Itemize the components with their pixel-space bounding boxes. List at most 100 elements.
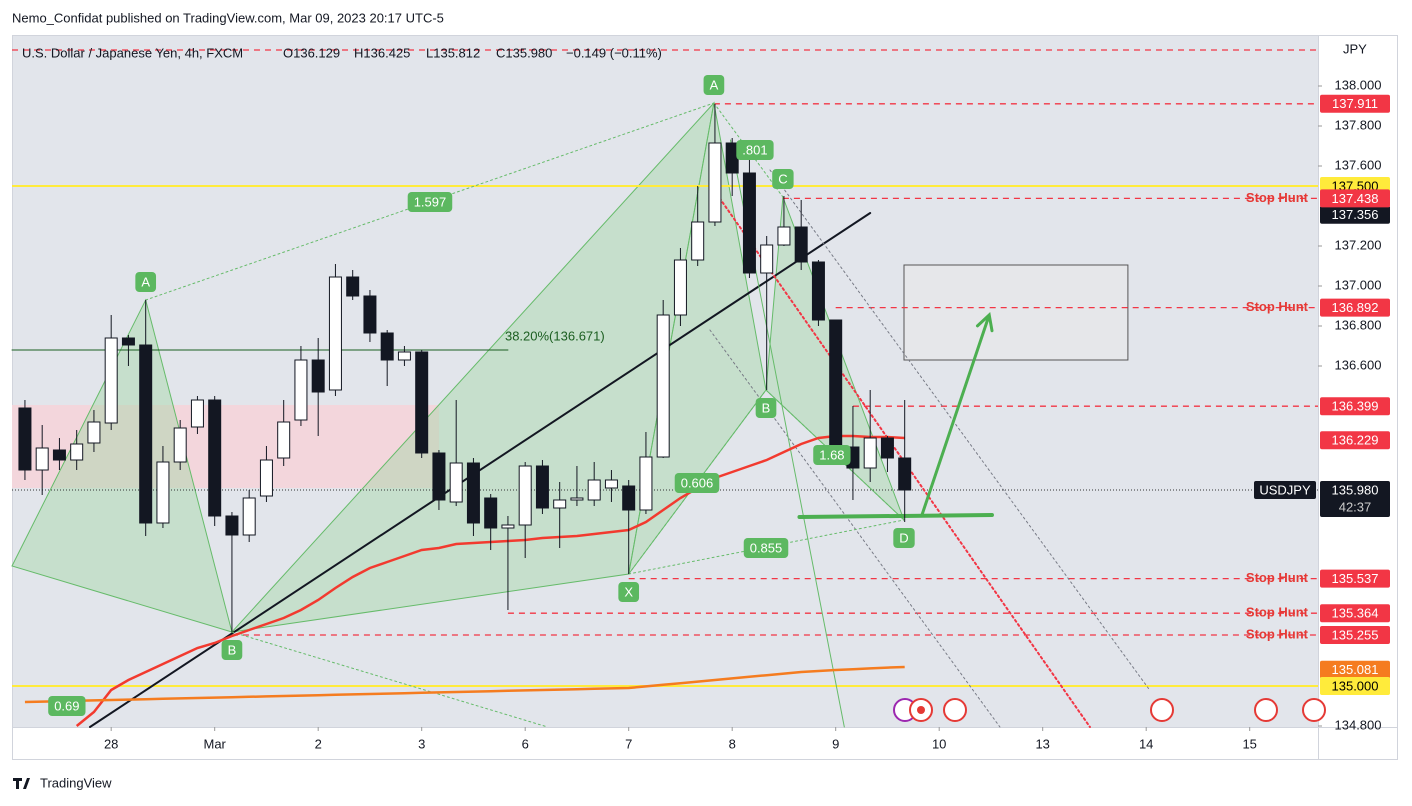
candle-body [656,314,670,458]
annotation-label: B [755,398,777,418]
fib-label: 38.20%(136.671) [505,328,605,343]
event-icon[interactable] [1254,698,1278,722]
candle-body [139,344,153,524]
symbol-tag [1254,481,1316,499]
annotation-label: 0.69 [48,696,86,716]
price-tag-label: 136.892 [1332,300,1379,315]
stop-hunt-label: Stop Hunt [1246,626,1309,641]
moving-average [24,665,905,704]
pattern-fill [11,298,233,633]
candle-body [484,497,498,529]
label-box [772,169,794,189]
trendline [709,329,1001,728]
candle-body [811,261,825,321]
candle-body [104,337,118,424]
candle-body [449,462,463,503]
label-text: X [624,584,633,599]
label-text: B [228,642,237,657]
arrow [920,312,994,517]
stop-hunt-label: Stop Hunt [1246,605,1309,620]
candle-body [277,421,291,459]
price-tag [1320,189,1390,208]
x-tick-label: 7 [625,736,632,751]
event-icon-dot [917,706,925,714]
candle-body [604,479,618,489]
label-box [703,75,725,95]
trendline [231,631,549,728]
x-tick-label: 28 [104,736,118,751]
price-tag-label: 135.364 [1332,606,1379,621]
candle-body [52,449,66,461]
x-tick-label: 3 [418,736,425,751]
candle-body [35,447,49,471]
price-tag-label: 135.081 [1332,662,1379,677]
candle-body [708,142,722,223]
candle-body [415,351,429,454]
label-box [893,528,915,548]
price-tag [1320,431,1390,450]
symbol-tag-label: USDJPY [1259,482,1311,497]
y-tick-label: 137.800 [1335,117,1382,132]
candle-body [294,359,308,421]
currency: JPY [1343,41,1367,56]
logo [13,778,30,789]
price-tag [1320,677,1390,695]
price-tag [1320,397,1390,416]
price-tag-label: 136.229 [1332,433,1379,448]
candle-body [639,456,653,511]
legend-ohlc: O136.129 [283,45,340,60]
candle-body [760,244,774,274]
candle-body [70,443,84,461]
price-tag-label: 137.438 [1332,191,1379,206]
y-tick-label: 137.200 [1335,237,1382,252]
label-text: 0.69 [54,698,79,713]
stop-hunt-label: Stop Hunt [1246,190,1309,205]
candle-body [673,259,687,316]
candle-body [259,459,273,497]
event-icon[interactable] [1302,698,1326,722]
y-tick-label: 137.600 [1335,157,1382,172]
annotation-label: A [703,75,725,95]
label-box [618,582,640,602]
candle-body [501,524,515,529]
candle-body [535,465,549,509]
annotation-label: A [135,272,157,292]
price-axis [1318,35,1398,727]
x-tick-label: 13 [1035,736,1049,751]
candle-body [328,276,342,391]
candle-body [622,485,636,511]
candle-body [190,399,204,428]
candle-body [742,172,756,274]
legend-ohlc: L135.812 [426,45,480,60]
annotation-label: .801 [736,140,774,160]
y-tick-label: 136.600 [1335,357,1382,372]
event-icons [893,698,1326,722]
candle-body [156,461,170,524]
price-tag [1320,569,1390,588]
candle-body [432,452,446,501]
price-tag-label: 137.356 [1332,207,1379,222]
label-box [48,696,86,716]
label-box [135,272,157,292]
candle-body [777,226,791,246]
legend-change: −0.149 (−0.11%) [566,45,662,60]
trendline [713,102,784,198]
candle-body [311,359,325,393]
candle-body [863,437,877,469]
y-tick-label: 137.000 [1335,277,1382,292]
x-tick-label: 10 [932,736,946,751]
trendline [769,169,1151,691]
price-tag [1320,604,1390,623]
candle-body [570,497,584,501]
candle-body [87,421,101,444]
brand: TradingView [40,775,112,790]
candle-body [518,465,532,526]
last-price-tag [1320,481,1390,517]
event-icon[interactable] [943,698,967,722]
annotation-label: D [893,528,915,548]
price-tag [1320,94,1390,113]
candle-body [18,407,32,471]
event-icon[interactable] [1150,698,1174,722]
annotation-label: 0.606 [674,473,720,493]
